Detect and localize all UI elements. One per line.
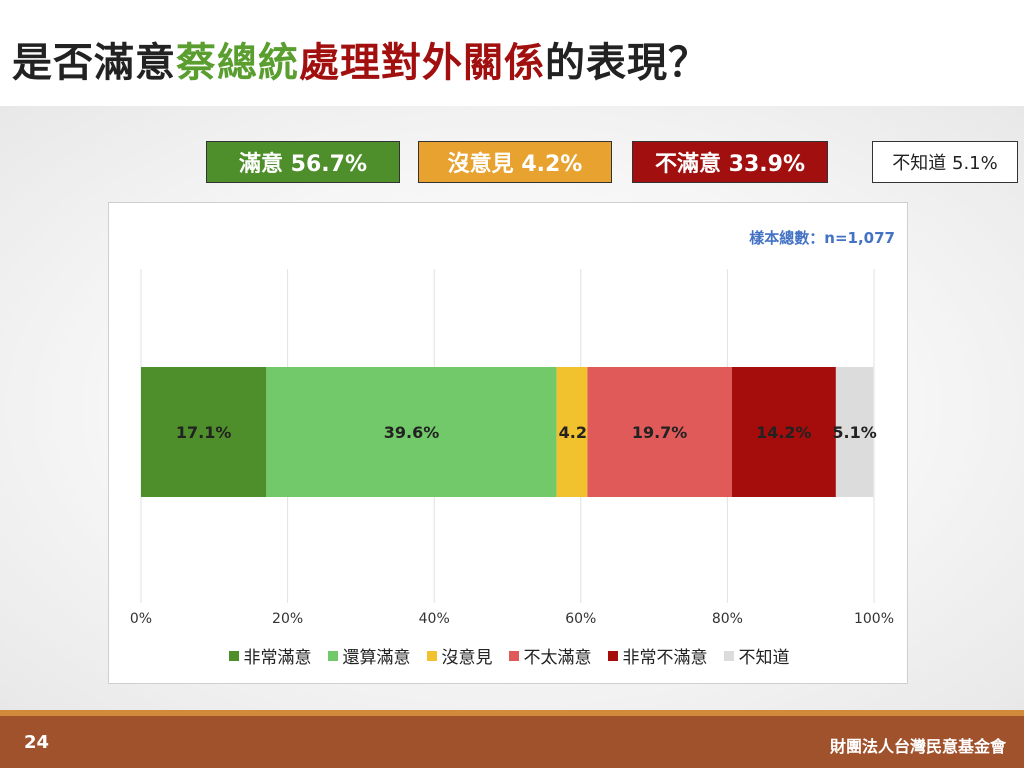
page-number: 24: [24, 732, 50, 753]
legend-item: 不太滿意: [508, 643, 592, 668]
legend-swatch: [607, 650, 618, 661]
x-tick-label: 100%: [854, 611, 894, 627]
legend-label: 不太滿意: [523, 648, 592, 668]
title-part: 處理對外關係: [299, 40, 545, 86]
data-label: 17.1%: [176, 423, 232, 442]
x-tick-label: 20%: [272, 611, 303, 627]
bar-segment: [141, 367, 267, 497]
data-label: 19.7%: [632, 423, 688, 442]
chart-panel: 樣本總數：n=1,077 0% 20% 40% 60% 80% 100% 17.1% 39.6…: [108, 202, 908, 684]
legend-label: 非常不滿意: [622, 648, 708, 668]
sample-size-note: 樣本總數：n=1,077: [749, 229, 895, 247]
legend-label: 沒意見: [441, 648, 493, 668]
bar-segment: [835, 367, 874, 497]
legend-label: 還算滿意: [342, 648, 411, 668]
bar-segment: [266, 367, 557, 497]
data-label: 39.6%: [384, 423, 440, 442]
legend-swatch: [723, 650, 734, 661]
legend-item: 非常不滿意: [607, 643, 708, 668]
title-part: 蔡總統: [176, 40, 299, 86]
legend-label: 非常滿意: [243, 648, 312, 668]
data-label: 5.1%: [832, 423, 876, 442]
slide-title: 是否滿意蔡總統處理對外關係的表現？: [12, 30, 709, 88]
data-label: 14.2%: [756, 423, 812, 442]
x-tick-label: 40%: [419, 611, 450, 627]
x-tick-label: 0%: [130, 611, 152, 627]
title-part: 的表現？: [545, 40, 709, 86]
slide-footer: 24 財團法人台灣民意基金會: [0, 716, 1024, 768]
legend-item: 還算滿意: [327, 643, 411, 668]
legend-item: 非常滿意: [228, 643, 312, 668]
summary-box-no-opinion: 沒意見 4.2%: [418, 141, 612, 183]
summary-box-unknown: 不知道 5.1%: [872, 141, 1018, 183]
x-tick-label: 60%: [565, 611, 596, 627]
legend-swatch: [327, 650, 338, 661]
legend-swatch: [426, 650, 437, 661]
x-tick-label: 80%: [712, 611, 743, 627]
legend-item: 不知道: [723, 643, 790, 668]
footer-accent-line: [0, 710, 1024, 716]
summary-box-satisfied: 滿意 56.7%: [206, 141, 400, 183]
legend-label: 不知道: [738, 648, 790, 668]
legend-swatch: [228, 650, 239, 661]
legend-swatch: [508, 650, 519, 661]
bar-segment: [731, 367, 836, 497]
stacked-bar-chart: 0% 20% 40% 60% 80% 100%17.1% 39.6% 4.2% 19.7% 14.…: [130, 269, 894, 627]
bar-segment: [556, 367, 588, 497]
bar-segment: [587, 367, 732, 497]
chart-legend: 非常滿意 還算滿意 沒意見 不太滿意 非常不滿意 不知道: [109, 643, 909, 668]
organization-name: 財團法人台灣民意基金會: [829, 737, 1006, 756]
title-part: 是否滿意: [12, 40, 176, 86]
summary-box-dissatisfied: 不滿意 33.9%: [632, 141, 828, 183]
legend-item: 沒意見: [426, 643, 493, 668]
